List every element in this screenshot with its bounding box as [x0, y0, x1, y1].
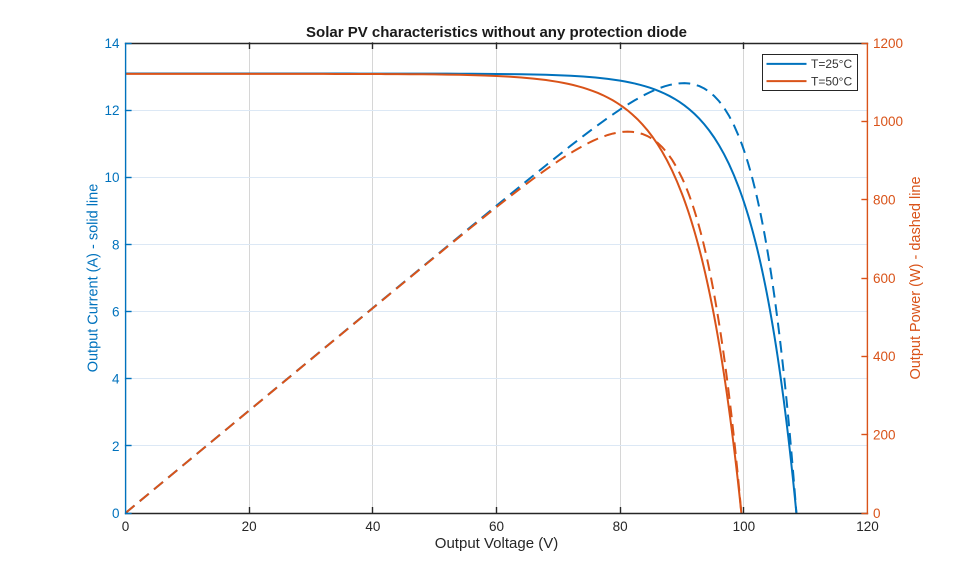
svg-text:6: 6	[112, 304, 120, 319]
svg-text:T=50°C: T=50°C	[811, 74, 852, 88]
svg-text:600: 600	[873, 271, 896, 286]
svg-text:8: 8	[112, 237, 120, 252]
svg-text:100: 100	[733, 519, 756, 534]
svg-text:Output Voltage (V): Output Voltage (V)	[435, 535, 558, 552]
svg-text:400: 400	[873, 349, 896, 364]
svg-text:12: 12	[104, 103, 119, 118]
svg-text:1000: 1000	[873, 114, 903, 129]
svg-text:120: 120	[856, 519, 879, 534]
svg-text:60: 60	[489, 519, 504, 534]
svg-text:10: 10	[104, 170, 119, 185]
svg-text:200: 200	[873, 428, 896, 443]
svg-text:80: 80	[613, 519, 628, 534]
svg-text:14: 14	[104, 36, 120, 51]
svg-text:Solar PV characteristics witho: Solar PV characteristics without any pro…	[306, 24, 687, 41]
svg-text:4: 4	[112, 372, 120, 387]
svg-text:40: 40	[365, 519, 380, 534]
svg-text:Output Power (W) - dashed line: Output Power (W) - dashed line	[908, 176, 924, 379]
svg-text:800: 800	[873, 193, 896, 208]
svg-text:1200: 1200	[873, 36, 903, 51]
svg-text:0: 0	[873, 506, 881, 521]
svg-text:Output Current (A) - solid lin: Output Current (A) - solid line	[86, 184, 102, 373]
svg-text:20: 20	[242, 519, 257, 534]
svg-text:2: 2	[112, 439, 120, 454]
svg-text:T=25°C: T=25°C	[811, 57, 852, 71]
svg-text:0: 0	[112, 506, 120, 521]
svg-text:0: 0	[122, 519, 130, 534]
